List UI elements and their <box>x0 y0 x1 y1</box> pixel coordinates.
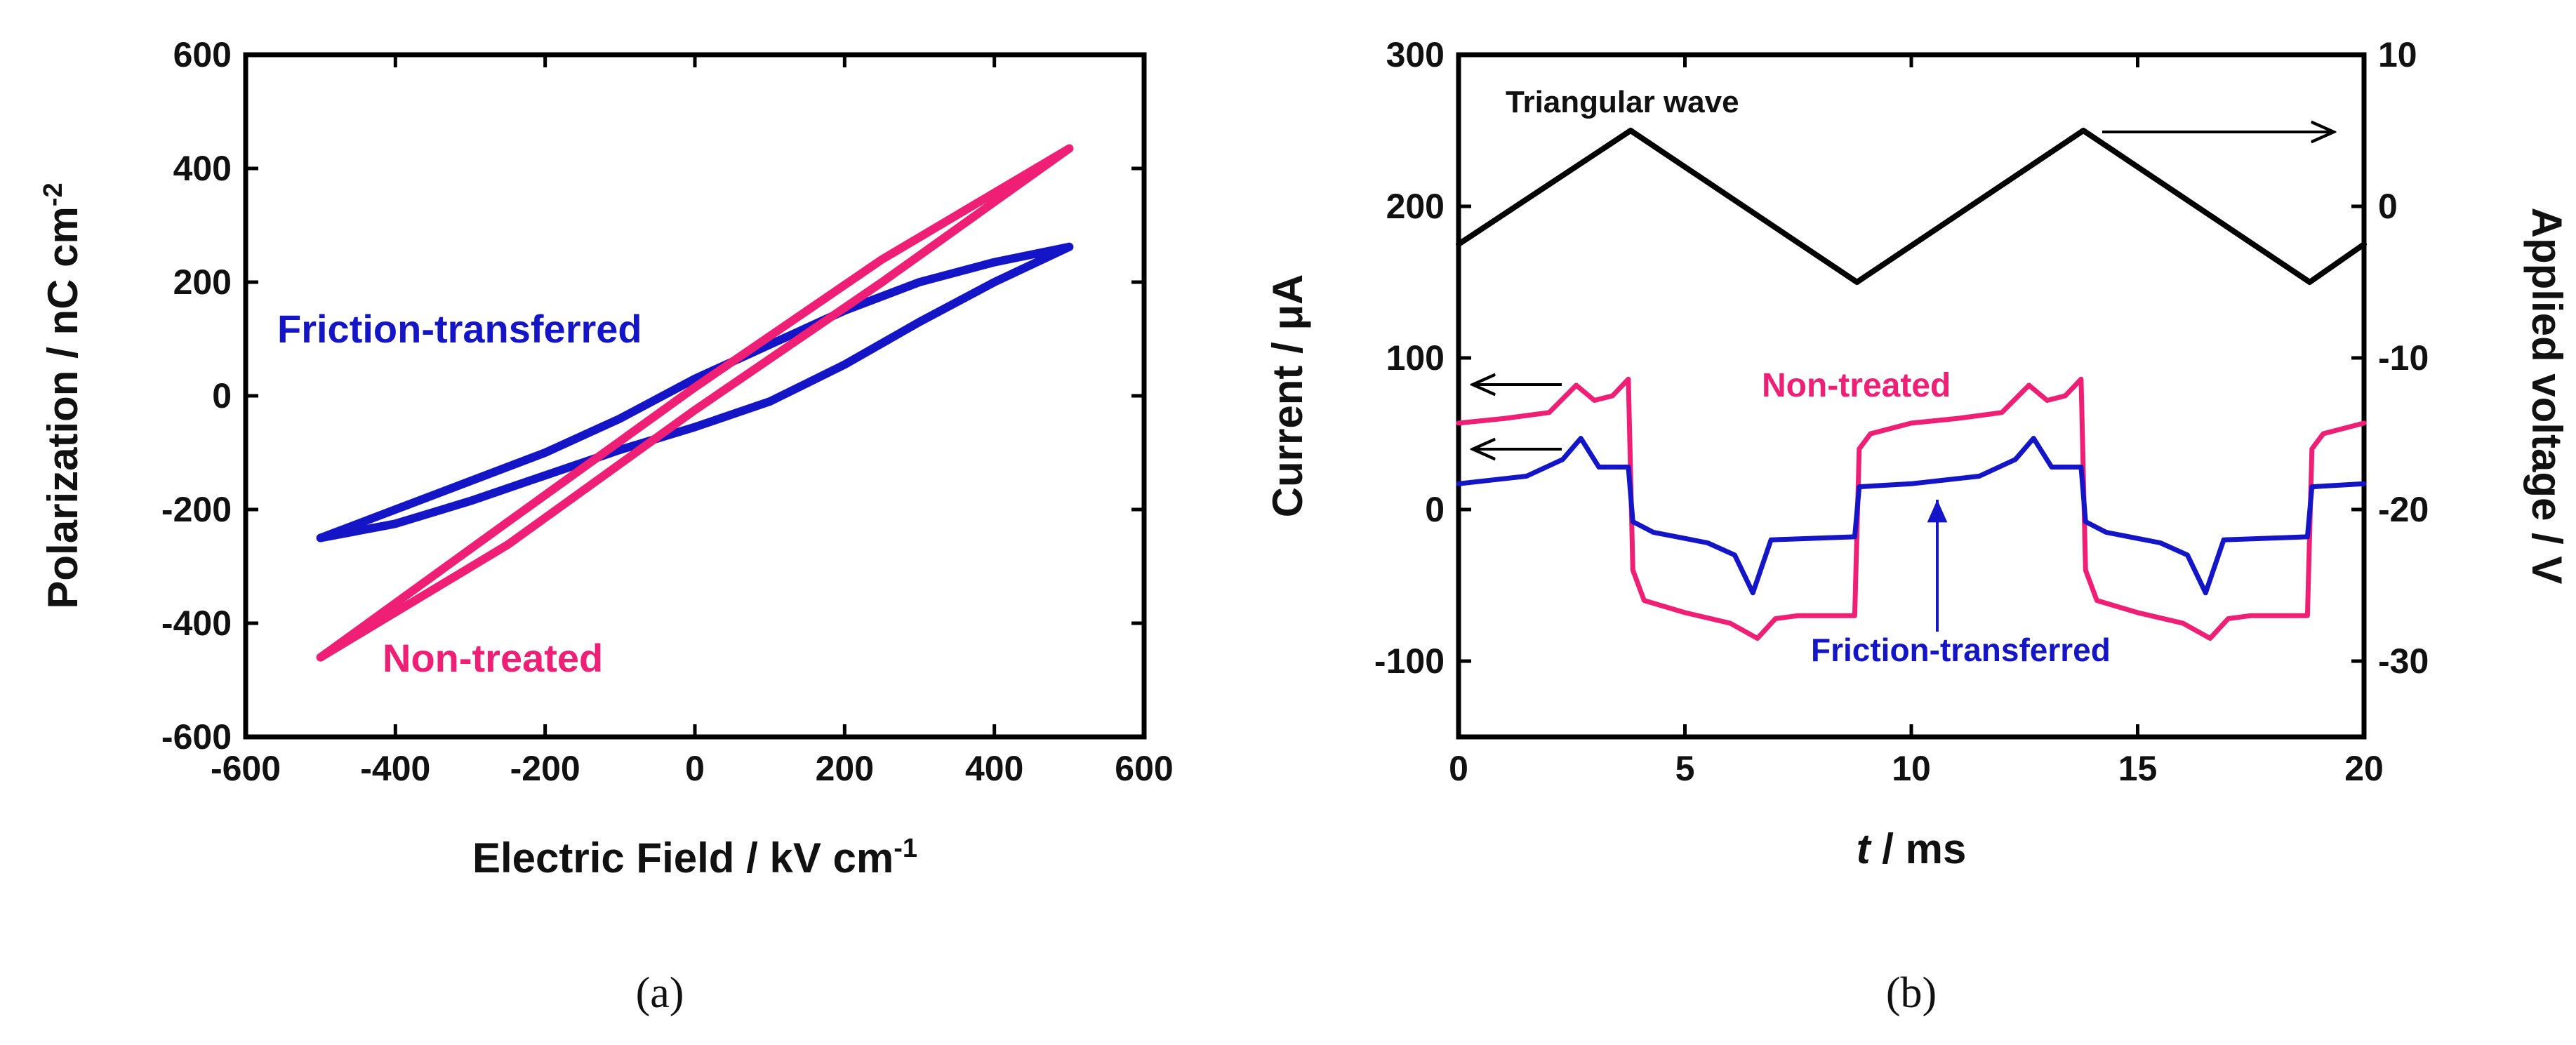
y-tick-label-left-b-1: 0 <box>1425 490 1445 529</box>
panel-a-ticks: -600 -400 -200 0 200 400 600 -600 -400 -200 0 200 40… <box>161 35 1174 788</box>
caption-b: (b) <box>1886 969 1937 1017</box>
x-tick-label-a-0: -600 <box>211 749 281 788</box>
y-tick-label-left-b-0: -100 <box>1374 641 1445 681</box>
y-tick-label-right-b-3: 0 <box>2378 187 2398 226</box>
y-tick-label-a-0: -600 <box>161 717 232 757</box>
x-tick-label-b-4: 20 <box>2344 749 2384 788</box>
y-axis-label-right-b: Applied voltage / V <box>2523 208 2570 585</box>
y-tick-label-right-b-2: -10 <box>2378 338 2429 378</box>
x-tick-label-b-0: 0 <box>1449 749 1468 788</box>
label-friction-transferred-a: Friction-transferred <box>277 307 642 351</box>
y-tick-label-left-b-4: 300 <box>1386 35 1445 74</box>
loop-non-treated-lower <box>316 144 1074 662</box>
loop-friction-transferred-lower <box>316 242 1074 543</box>
panel-a-series <box>316 144 1074 662</box>
x-tick-label-a-1: -400 <box>360 749 430 788</box>
panel-a-frame <box>243 52 1147 740</box>
trace-triangular-wave <box>1456 128 2367 285</box>
y-tick-label-right-b-1: -20 <box>2378 490 2429 529</box>
panel-b-series <box>1456 128 2367 641</box>
loop-friction-transferred-upper <box>316 242 1074 543</box>
y-tick-label-left-b-2: 100 <box>1386 338 1445 378</box>
y-tick-label-a-6: 600 <box>173 35 232 74</box>
y-tick-label-a-3: 0 <box>212 376 232 415</box>
y-tick-label-right-b-4: 10 <box>2378 35 2417 74</box>
x-tick-label-a-4: 200 <box>816 749 874 788</box>
caption-a: (a) <box>636 969 684 1017</box>
loop-non-treated-upper <box>316 144 1074 662</box>
y-tick-label-a-2: -200 <box>161 490 232 529</box>
x-tick-label-b-3: 15 <box>2118 749 2158 788</box>
label-non-treated-a: Non-treated <box>383 636 603 680</box>
y-axis-label-left-b: Current / μA <box>1264 274 1311 518</box>
x-tick-label-b-2: 10 <box>1892 749 1931 788</box>
trace-non-treated <box>1456 376 2367 641</box>
panel-a: -600 -400 -200 0 200 400 600 -600 -400 -200 0 200 40… <box>39 35 1174 1017</box>
x-tick-label-a-3: 0 <box>685 749 705 788</box>
y-tick-label-a-1: -400 <box>161 604 232 643</box>
x-tick-label-a-2: -200 <box>510 749 580 788</box>
y-tick-label-a-4: 200 <box>173 262 232 302</box>
x-tick-label-a-5: 400 <box>965 749 1023 788</box>
y-tick-label-a-5: 400 <box>173 149 232 188</box>
x-axis-label-a: Electric Field / kV cm-1 <box>472 834 917 881</box>
x-axis-label-b: t / ms <box>1857 825 1967 872</box>
trace-friction-transferred <box>1456 436 2367 596</box>
y-tick-label-right-b-0: -30 <box>2378 641 2429 681</box>
y-tick-label-left-b-3: 200 <box>1386 187 1445 226</box>
label-friction-transferred-b: Friction-transferred <box>1811 632 2111 668</box>
x-tick-label-a-6: 600 <box>1115 749 1173 788</box>
y-axis-label-a: Polarization / nC cm-2 <box>39 182 86 608</box>
label-triangular-wave: Triangular wave <box>1506 85 1739 119</box>
label-non-treated-b: Non-treated <box>1762 367 1951 404</box>
x-tick-label-b-1: 5 <box>1675 749 1695 788</box>
